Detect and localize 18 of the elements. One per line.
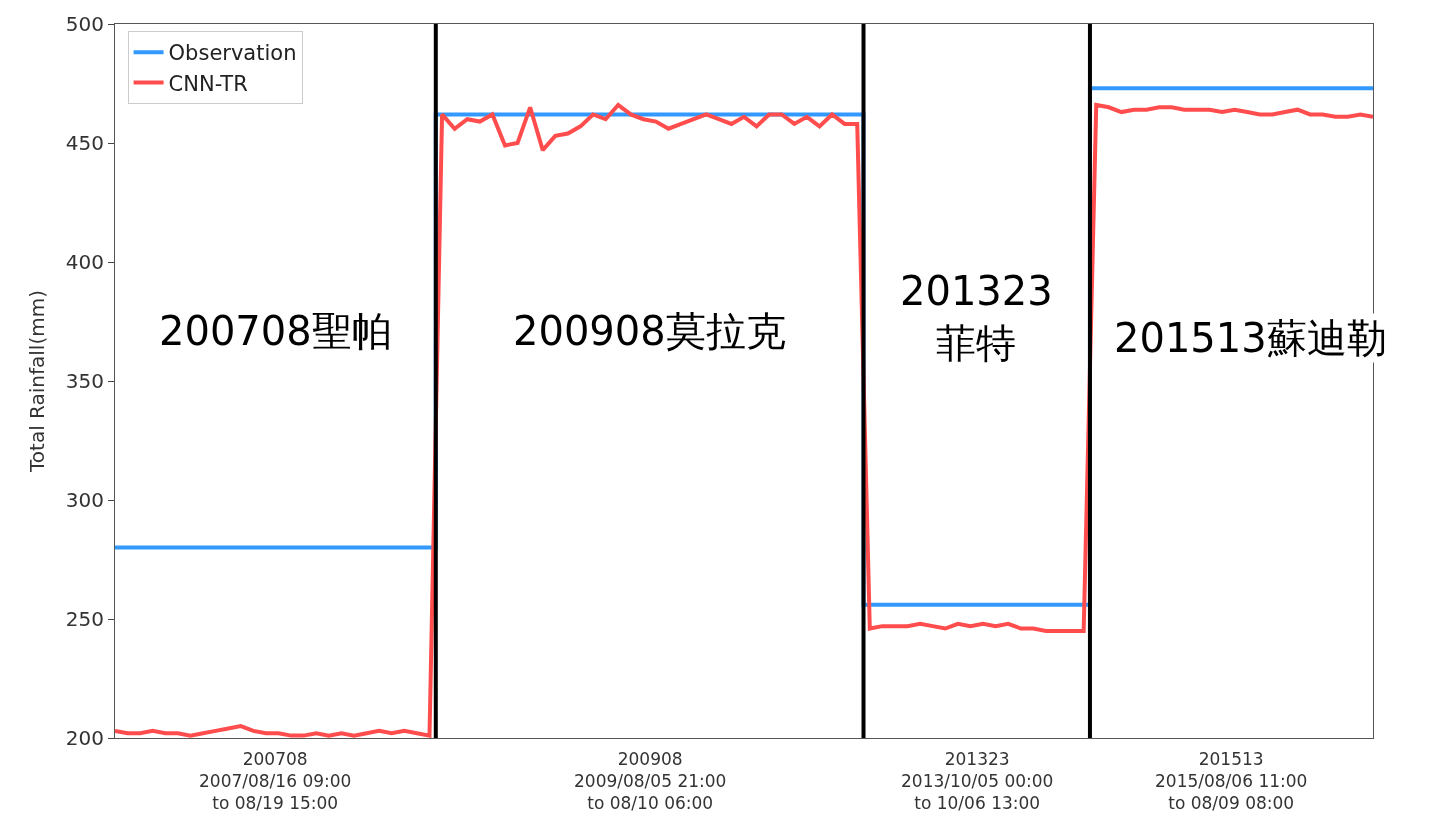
y-tick-label: 250 — [65, 607, 104, 631]
text: 200908 2009/08/05 21:00 to 08/10 06:00 — [574, 749, 727, 814]
text: 201513 2015/08/06 11:00 to 08/09 08:00 — [1155, 749, 1308, 814]
y-tick-label: 200 — [65, 726, 104, 750]
y-tick-label: 500 — [65, 12, 104, 36]
annotation: 201323 菲特 — [900, 268, 1053, 366]
annotation: 201513蘇迪勒 — [1114, 315, 1387, 361]
y-tick-label: 350 — [65, 369, 104, 393]
legend-label: CNN-TR — [168, 71, 248, 96]
y-tick-label: 300 — [65, 488, 104, 512]
y-tick-label: 450 — [65, 131, 104, 155]
annotation: 200908莫拉克 — [513, 308, 786, 354]
y-tick-label: 400 — [65, 250, 104, 274]
text: 201323 2013/10/05 00:00 to 10/06 13:00 — [901, 749, 1054, 814]
annotation: 200708聖帕 — [159, 308, 392, 354]
y-axis-title: Total Rainfall(mm) — [25, 290, 50, 473]
text: 200708 2007/08/16 09:00 to 08/19 15:00 — [199, 749, 352, 814]
legend-label: Observation — [168, 41, 297, 66]
